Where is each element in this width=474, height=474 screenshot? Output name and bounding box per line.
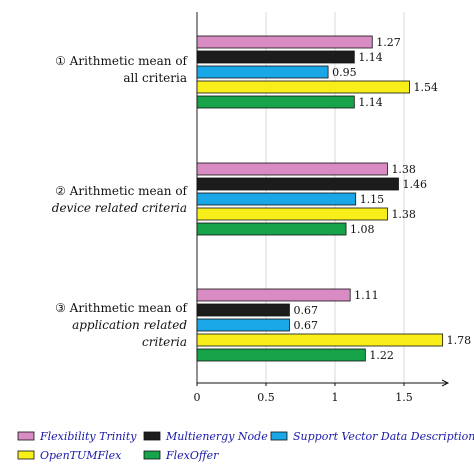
legend-label-flexoffer: FlexOffer [165,449,219,462]
category-label-2-line-1: ② Arithmetic mean of [55,184,188,198]
legend-label-flexibility-trinity: Flexibility Trinity [39,430,137,443]
legend-swatch-flexibility-trinity [17,431,35,441]
category-label-segment: ② Arithmetic mean of [55,184,188,198]
value-label-support-vector-data-description-group-3: 0.67 [293,319,318,332]
category-label-segment: device related criteria [52,201,187,215]
x-tick-label-3: 1.5 [395,391,413,404]
category-label-3-line-1: ③ Arithmetic mean of [55,301,188,315]
bar-flexoffer-group-2 [196,222,347,236]
category-label-segment: application related [72,318,187,332]
bar-support-vector-data-description-group-1 [196,65,329,79]
bar-multienergy-node-group-3 [196,303,290,317]
category-label-3-line-3: criteria [142,335,187,349]
bar-flexibility-trinity-group-1 [196,35,373,49]
legend-label-multienergy-node: Multienergy Node [165,430,268,443]
value-label-opentumflex-group-3: 1.78 [447,334,472,347]
category-label-segment: criteria [142,335,187,349]
legend-swatch-flexoffer [143,450,161,460]
value-label-opentumflex-group-1: 1.54 [414,81,439,94]
value-labels: 1.27 1.38 1.11 1.14 1.46 0.67 0.95 1.15 0.67 1.54… [293,36,471,362]
bar-opentumflex-group-2 [196,207,388,221]
bar-flexoffer-group-1 [196,95,355,109]
x-tick-label-1: 0.5 [257,391,275,404]
bar-flexibility-trinity-group-3 [196,288,351,302]
bar-multienergy-node-group-2 [196,177,399,191]
value-label-support-vector-data-description-group-1: 0.95 [332,66,357,79]
bar-support-vector-data-description-group-2 [196,192,357,206]
bar-multienergy-node-group-1 [196,50,355,64]
value-label-multienergy-node-group-2: 1.46 [402,178,427,191]
category-label-segment: ① Arithmetic mean of [55,54,188,68]
value-label-multienergy-node-group-3: 0.67 [293,304,318,317]
category-label-1-line-2: all criteria [123,71,187,85]
category-label-segment: ③ Arithmetic mean of [55,301,188,315]
value-label-opentumflex-group-2: 1.38 [391,208,416,221]
category-labels: ① Arithmetic mean of all criteria ② Arithm… [52,54,189,349]
category-label-2-line-2: device related criteria [52,201,187,215]
value-label-flexibility-trinity-group-3: 1.11 [354,289,379,302]
bar-support-vector-data-description-group-3 [196,318,290,332]
category-label-1-line-1: ① Arithmetic mean of [55,54,188,68]
bars [196,35,444,362]
x-axis-arrow [441,379,450,387]
category-label-segment: all criteria [123,71,187,85]
bar-opentumflex-group-1 [196,80,410,94]
legend-label-opentumflex: OpenTUMFlex [40,449,122,462]
value-label-flexibility-trinity-group-2: 1.38 [391,163,416,176]
value-label-flexoffer-group-2: 1.08 [350,223,375,236]
bar-flexibility-trinity-group-2 [196,162,388,176]
legend-swatch-support-vector-data-description [270,431,288,441]
bar-opentumflex-group-3 [196,333,444,347]
value-label-flexoffer-group-1: 1.14 [358,96,383,109]
legend-swatch-multienergy-node [143,431,161,441]
legend: Flexibility Trinity Multienergy Node Suppo… [17,430,474,462]
x-tick-labels: 0 0.5 1 1.5 [194,391,413,404]
x-tick-label-0: 0 [194,391,201,404]
bar-flexoffer-group-3 [196,348,366,362]
x-axis [196,379,450,387]
value-label-multienergy-node-group-1: 1.14 [358,51,383,64]
x-tick-label-2: 1 [332,391,339,404]
legend-label-support-vector-data-description: Support Vector Data Description [293,430,474,443]
value-label-support-vector-data-description-group-2: 1.15 [360,193,385,206]
value-label-flexoffer-group-3: 1.22 [369,349,394,362]
value-label-flexibility-trinity-group-1: 1.27 [376,36,401,49]
legend-swatch-opentumflex [17,450,35,460]
category-label-3-line-2: application related [72,318,187,332]
